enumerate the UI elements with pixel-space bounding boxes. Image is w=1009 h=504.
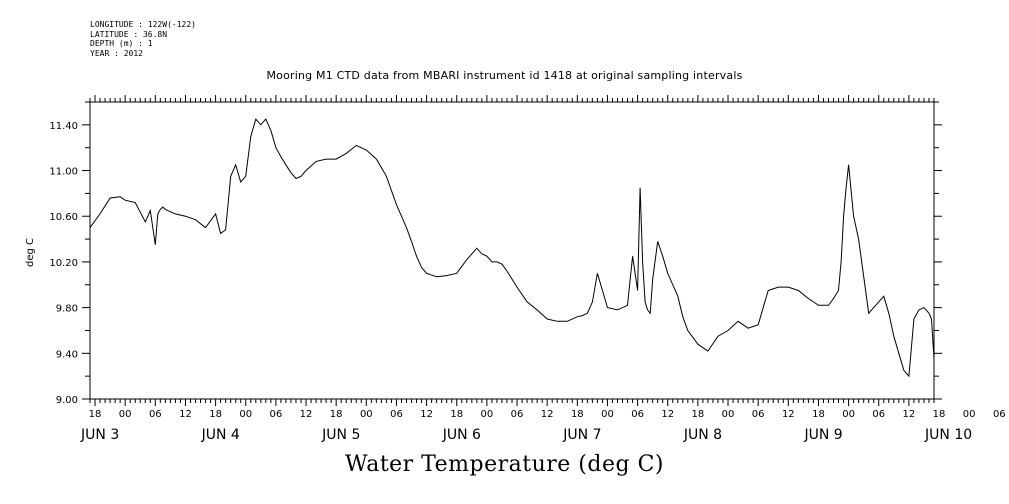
x-hour-label: 06 [390,409,403,420]
x-hour-label: 18 [89,409,102,420]
x-hour-label: 12 [661,409,674,420]
x-date-label: JUN 6 [442,427,481,443]
x-date-label: JUN 5 [321,427,360,443]
x-hour-label: 06 [752,409,765,420]
y-axis: 9.00 9.40 9.80 10.20 10.60 11.00 11.40 [49,101,942,406]
x-hour-label: 06 [872,409,885,420]
y-axis-label: deg C [25,238,36,267]
x-hour-label: 18 [209,409,222,420]
y-tick-label: 11.40 [49,121,78,132]
x-axis: 18 00 06 12 18 00 06 12 18 00 06 12 18 00 06 12 18 00 06 12… [80,95,1006,443]
x-hour-label: 06 [993,409,1006,420]
y-tick-label: 10.20 [49,258,78,269]
x-hour-label: 12 [782,409,795,420]
footer-variable-label: Water Temperature (deg C) [345,452,664,477]
x-hour-label: 06 [631,409,644,420]
year-text: YEAR : 2012 [90,48,143,58]
x-hour-label: 00 [963,409,976,420]
x-hour-label: 18 [692,409,705,420]
x-hour-label: 00 [360,409,373,420]
chart-title: Mooring M1 CTD data from MBARI instrumen… [266,69,743,82]
x-hour-label: 18 [330,409,343,420]
x-hour-label: 00 [722,409,735,420]
x-hour-label: 18 [933,409,946,420]
y-tick-label: 9.80 [56,304,78,315]
y-tick-label: 9.40 [56,349,78,360]
x-hour-label: 12 [420,409,433,420]
depth-text: DEPTH (m) : 1 [90,39,153,48]
series-line-water-temperature [89,118,935,378]
x-hour-label: 12 [903,409,916,420]
x-hour-label: 18 [571,409,584,420]
longitude-text: LONGITUDE : 122W(-122) [90,20,196,29]
x-hour-label: 00 [119,409,132,420]
x-hour-label: 18 [450,409,463,420]
x-hour-label: 12 [179,409,192,420]
x-hour-label: 00 [239,409,252,420]
metadata-block: LONGITUDE : 122W(-122) LATITUDE : 36.8N … [90,20,196,58]
x-date-label: JUN 8 [683,427,722,443]
x-date-label: JUN 9 [803,427,842,443]
x-hour-label: 06 [270,409,283,420]
x-date-label: JUN 4 [201,427,240,443]
x-date-label: JUN 3 [80,427,119,443]
x-hour-label: 00 [481,409,494,420]
x-hour-label: 06 [149,409,162,420]
latitude-text: LATITUDE : 36.8N [90,29,168,39]
x-date-label: JUN 7 [562,427,601,443]
x-hour-label: 18 [812,409,825,420]
x-hour-label: 00 [842,409,855,420]
plot-frame [89,101,935,400]
y-tick-label: 10.60 [49,212,78,223]
x-hour-label: 12 [541,409,554,420]
y-tick-label: 9.00 [56,395,78,406]
x-hour-label: 00 [601,409,614,420]
x-date-label: JUN 10 [924,427,972,443]
x-hour-label: 12 [300,409,313,420]
y-tick-label: 11.00 [49,167,78,178]
x-hour-label: 06 [511,409,524,420]
